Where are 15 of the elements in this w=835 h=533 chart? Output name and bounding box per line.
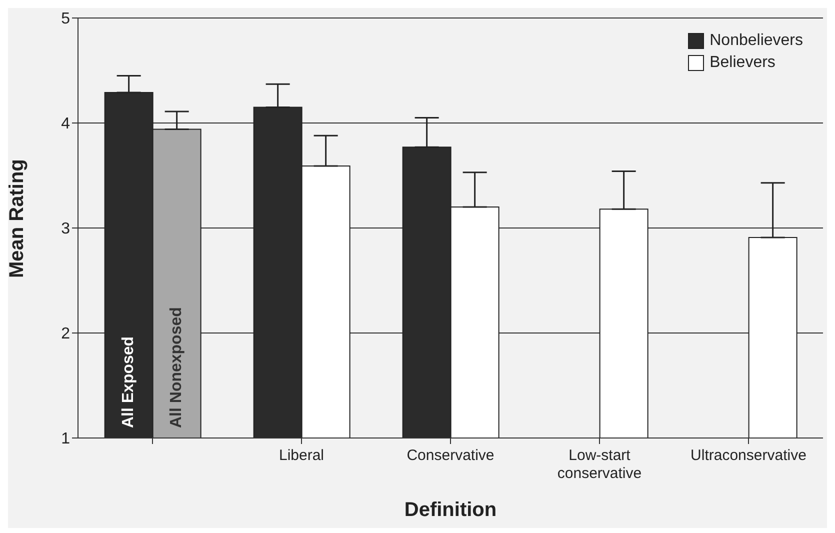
annotation: All Exposed <box>120 336 138 428</box>
x-axis-title: Definition <box>404 499 497 521</box>
y-tick-label: 1 <box>61 430 70 448</box>
legend-label: Nonbelievers <box>710 32 803 50</box>
y-tick-label: 2 <box>61 326 70 343</box>
y-tick-label: 5 <box>61 10 70 28</box>
x-tick-label: Conservative <box>406 447 494 464</box>
y-axis-title: Mean Rating <box>6 159 28 278</box>
y-tick-label: 4 <box>61 116 70 133</box>
x-tick-label: Liberal <box>278 447 324 464</box>
legend-label: Believers <box>710 54 776 72</box>
annotation: All Nonexposed <box>168 307 186 428</box>
x-tick-label: Ultraconservative <box>690 447 806 464</box>
y-tick-label: 3 <box>61 220 70 238</box>
x-tick-label: Low-start conservative <box>557 447 642 482</box>
